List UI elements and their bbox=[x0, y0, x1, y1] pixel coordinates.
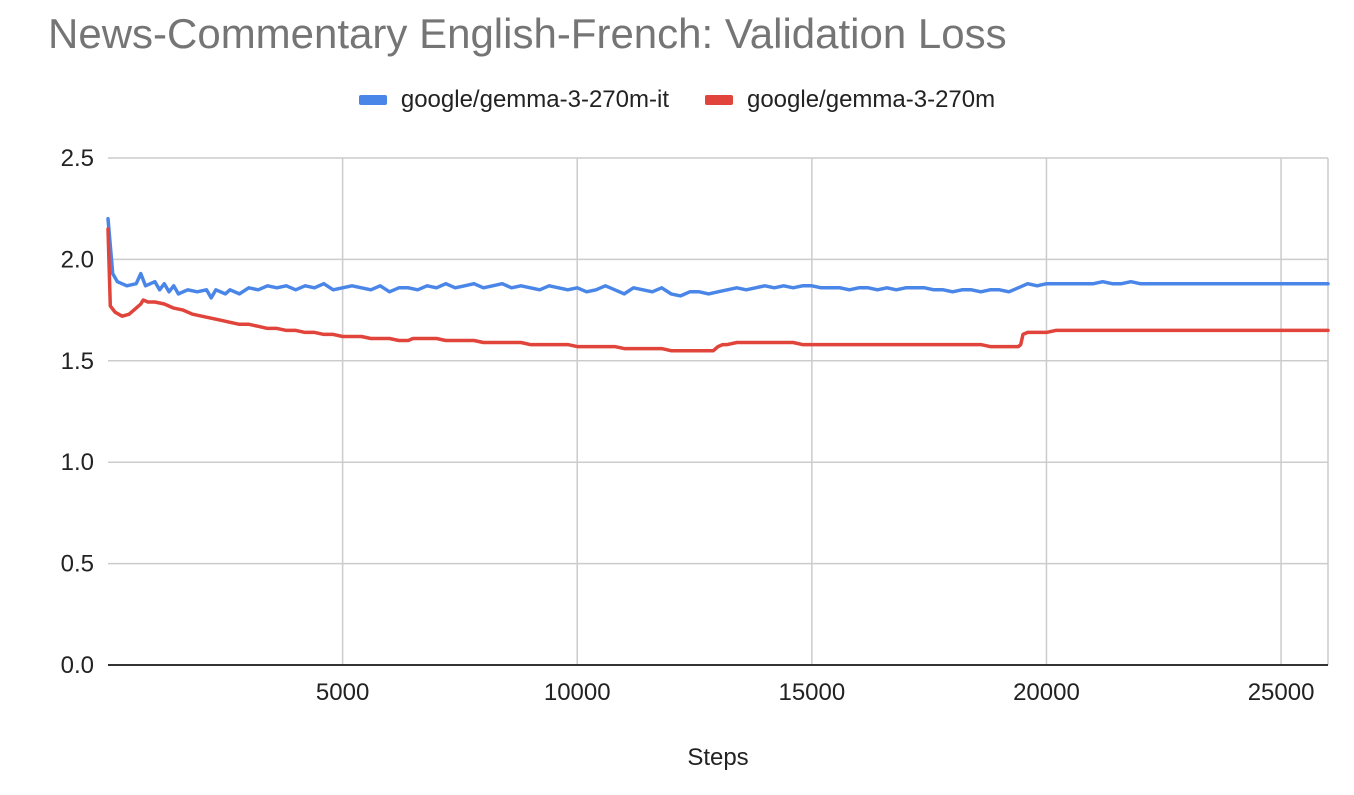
x-axis-label: Steps bbox=[687, 744, 749, 771]
legend: google/gemma-3-270m-it google/gemma-3-27… bbox=[0, 86, 1354, 114]
x-tick-label: 15000 bbox=[778, 679, 845, 706]
chart-title: News-Commentary English-French: Validati… bbox=[48, 10, 1007, 57]
legend-swatch-gemma bbox=[704, 95, 733, 105]
series-line-gemma-3-270m-it bbox=[106, 217, 1330, 300]
y-tick-label: 0.0 bbox=[61, 652, 94, 679]
y-tick-label: 1.5 bbox=[61, 348, 94, 375]
legend-swatch-gemma-it bbox=[358, 95, 387, 105]
series-line-gemma-3-270m bbox=[106, 227, 1330, 353]
y-tick-label: 1.0 bbox=[61, 449, 94, 476]
legend-label-gemma-it: google/gemma-3-270m-it bbox=[400, 86, 669, 113]
x-tick-label: 25000 bbox=[1248, 679, 1315, 706]
x-tick-label: 10000 bbox=[544, 679, 611, 706]
x-tick-label: 20000 bbox=[1013, 679, 1080, 706]
y-tick-label: 2.0 bbox=[61, 246, 94, 273]
y-tick-label: 0.5 bbox=[61, 551, 94, 578]
legend-item-gemma-it[interactable]: google/gemma-3-270m-it bbox=[358, 86, 669, 114]
legend-item-gemma[interactable]: google/gemma-3-270m bbox=[704, 86, 996, 114]
legend-label-gemma: google/gemma-3-270m bbox=[746, 86, 996, 113]
x-tick-label: 5000 bbox=[316, 679, 369, 706]
y-tick-label: 2.5 bbox=[61, 145, 94, 172]
